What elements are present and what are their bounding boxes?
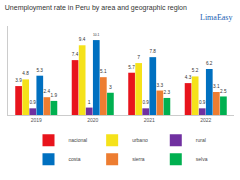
svg-text:5.7: 5.7: [128, 65, 135, 70]
svg-text:7.8: 7.8: [149, 49, 156, 54]
svg-text:3.3: 3.3: [157, 83, 164, 88]
svg-text:10.1: 10.1: [93, 33, 100, 37]
svg-text:6.2: 6.2: [206, 61, 213, 66]
svg-text:2021: 2021: [144, 117, 155, 123]
svg-text:5.2: 5.2: [192, 68, 199, 73]
svg-text:2020: 2020: [87, 117, 98, 123]
svg-text:LimaEasy: LimaEasy: [200, 13, 232, 22]
svg-text:selva: selva: [196, 156, 208, 162]
svg-text:Unemployment rate in Peru by a: Unemployment rate in Peru by area and ge…: [5, 4, 187, 12]
svg-text:2019: 2019: [31, 117, 42, 123]
svg-text:2.4: 2.4: [44, 89, 51, 94]
svg-text:5.3: 5.3: [36, 68, 43, 73]
svg-text:0.9: 0.9: [142, 100, 149, 105]
svg-text:nacional: nacional: [69, 137, 88, 143]
svg-text:sierra: sierra: [132, 156, 145, 162]
svg-text:7: 7: [137, 54, 140, 60]
svg-text:1.9: 1.9: [51, 93, 58, 98]
svg-text:0.9: 0.9: [29, 100, 36, 105]
svg-text:1: 1: [88, 99, 91, 105]
svg-text:rural: rural: [196, 137, 206, 143]
svg-text:2022: 2022: [200, 117, 211, 123]
svg-text:4.3: 4.3: [185, 75, 192, 80]
svg-text:9.4: 9.4: [79, 37, 86, 42]
svg-text:4.8: 4.8: [22, 71, 29, 76]
svg-text:5.1: 5.1: [100, 69, 107, 74]
svg-text:3: 3: [109, 84, 112, 90]
svg-text:costa: costa: [69, 156, 81, 162]
svg-text:0.9: 0.9: [199, 100, 206, 105]
svg-text:7.4: 7.4: [72, 52, 79, 57]
svg-text:3.1: 3.1: [213, 84, 220, 89]
svg-text:urbano: urbano: [132, 137, 148, 143]
svg-text:2.5: 2.5: [220, 89, 227, 94]
svg-text:2.3: 2.3: [164, 90, 171, 95]
svg-text:3.9: 3.9: [15, 78, 22, 83]
